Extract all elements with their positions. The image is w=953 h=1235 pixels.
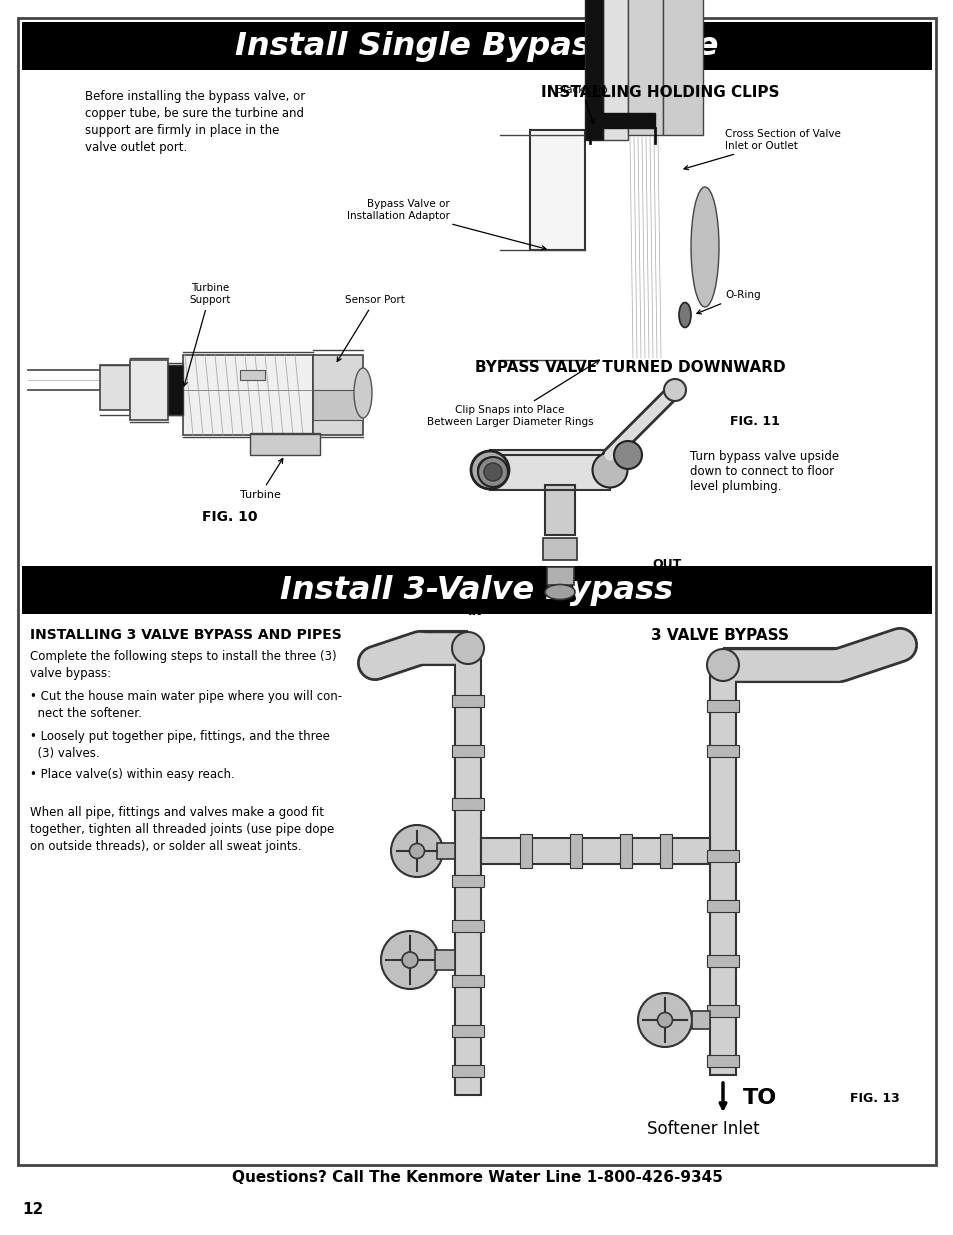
Bar <box>240 370 265 380</box>
Bar <box>709 659 735 1074</box>
Ellipse shape <box>354 368 372 417</box>
Ellipse shape <box>477 457 507 487</box>
Bar <box>490 450 609 490</box>
Text: OUT: OUT <box>651 558 680 572</box>
Bar <box>706 900 739 911</box>
Bar <box>130 359 168 420</box>
Bar <box>519 834 532 868</box>
Text: Questions? Call The Kenmore Water Line 1-800-426-9345: Questions? Call The Kenmore Water Line 1… <box>232 1171 721 1186</box>
Bar <box>100 366 130 410</box>
Ellipse shape <box>380 931 438 989</box>
Ellipse shape <box>592 452 627 488</box>
Ellipse shape <box>401 952 417 968</box>
Text: FIG. 10: FIG. 10 <box>202 510 257 524</box>
Bar <box>627 0 662 135</box>
Bar <box>619 834 631 868</box>
Ellipse shape <box>663 379 685 401</box>
Text: Complete the following steps to install the three (3)
valve bypass:: Complete the following steps to install … <box>30 650 336 680</box>
Bar <box>22 22 931 70</box>
Bar <box>602 0 627 140</box>
Ellipse shape <box>614 441 641 469</box>
Bar <box>168 366 183 415</box>
Text: • Place valve(s) within easy reach.: • Place valve(s) within easy reach. <box>30 768 234 781</box>
Text: Before installing the bypass valve, or
copper tube, be sure the turbine and
supp: Before installing the bypass valve, or c… <box>85 90 305 154</box>
Bar <box>435 950 455 969</box>
Text: Install 3-Valve Bypass: Install 3-Valve Bypass <box>280 574 673 605</box>
Ellipse shape <box>391 825 442 877</box>
Bar <box>546 567 574 585</box>
Text: Bypass Valve or
Installation Adaptor: Bypass Valve or Installation Adaptor <box>347 199 545 249</box>
Bar <box>589 112 655 128</box>
Bar <box>542 538 577 559</box>
Text: BYPASS VALVE TURNED DOWNWARD: BYPASS VALVE TURNED DOWNWARD <box>475 359 784 375</box>
Text: 3 VALVE BYPASS: 3 VALVE BYPASS <box>650 629 788 643</box>
Text: When all pipe, fittings and valves make a good fit
together, tighten all threade: When all pipe, fittings and valves make … <box>30 806 334 853</box>
Text: IN: IN <box>467 605 482 618</box>
Ellipse shape <box>409 844 424 858</box>
Ellipse shape <box>657 1013 672 1028</box>
Text: INSTALLING 3 VALVE BYPASS AND PIPES: INSTALLING 3 VALVE BYPASS AND PIPES <box>30 629 341 642</box>
Ellipse shape <box>452 632 483 664</box>
Bar <box>706 1005 739 1016</box>
Text: • Loosely put together pipe, fittings, and the three
  (3) valves.: • Loosely put together pipe, fittings, a… <box>30 730 330 760</box>
Text: TO: TO <box>742 1088 777 1108</box>
Bar <box>706 745 739 757</box>
Text: INSTALLING HOLDING CLIPS: INSTALLING HOLDING CLIPS <box>540 85 779 100</box>
Text: Cross Section of Valve
Inlet or Outlet: Cross Section of Valve Inlet or Outlet <box>683 130 840 169</box>
Text: Turn bypass valve upside
down to connect to floor
level plumbing.: Turn bypass valve upside down to connect… <box>689 450 839 493</box>
Bar <box>480 839 709 864</box>
Text: Clip Snaps into Place
Between Larger Diameter Rings: Clip Snaps into Place Between Larger Dia… <box>426 361 598 426</box>
Bar <box>452 920 483 932</box>
Text: Softener Inlet: Softener Inlet <box>646 1120 759 1137</box>
Ellipse shape <box>483 463 501 480</box>
Bar <box>183 354 313 435</box>
Bar <box>706 850 739 862</box>
Text: • Cut the house main water pipe where you will con-
  nect the softener.: • Cut the house main water pipe where yo… <box>30 690 342 720</box>
Bar <box>659 834 671 868</box>
Bar <box>250 433 319 454</box>
Bar <box>436 844 455 860</box>
Text: Install Single Bypass Valve: Install Single Bypass Valve <box>235 31 718 62</box>
Ellipse shape <box>706 650 739 680</box>
Bar <box>706 1055 739 1067</box>
Bar <box>313 390 363 420</box>
Bar <box>706 955 739 967</box>
Bar <box>452 876 483 887</box>
Bar <box>452 798 483 810</box>
Ellipse shape <box>544 584 575 599</box>
Ellipse shape <box>638 993 691 1047</box>
Bar <box>584 0 602 140</box>
Text: FIG. 11: FIG. 11 <box>729 415 780 429</box>
Bar <box>662 0 702 135</box>
Text: Black Clip: Black Clip <box>556 85 607 124</box>
Bar <box>452 1065 483 1077</box>
Text: 12: 12 <box>22 1203 43 1218</box>
Text: Sensor Port: Sensor Port <box>336 295 404 362</box>
Ellipse shape <box>690 186 719 308</box>
Bar <box>452 695 483 706</box>
Text: Turbine
Support: Turbine Support <box>183 283 231 387</box>
Ellipse shape <box>471 451 509 489</box>
Bar <box>691 1011 709 1029</box>
Bar <box>313 354 363 435</box>
Bar <box>706 700 739 713</box>
Ellipse shape <box>679 303 690 327</box>
Text: Turbine: Turbine <box>239 458 282 500</box>
Bar <box>530 130 584 249</box>
Text: O-Ring: O-Ring <box>696 290 760 314</box>
Bar <box>452 745 483 757</box>
Text: FIG. 13: FIG. 13 <box>849 1092 899 1104</box>
Bar <box>452 1025 483 1037</box>
Bar <box>455 645 480 1095</box>
Bar <box>544 485 575 535</box>
Bar <box>22 566 931 614</box>
Bar <box>452 974 483 987</box>
Ellipse shape <box>477 458 501 482</box>
Text: FIG. 12: FIG. 12 <box>740 590 789 603</box>
Bar <box>569 834 581 868</box>
